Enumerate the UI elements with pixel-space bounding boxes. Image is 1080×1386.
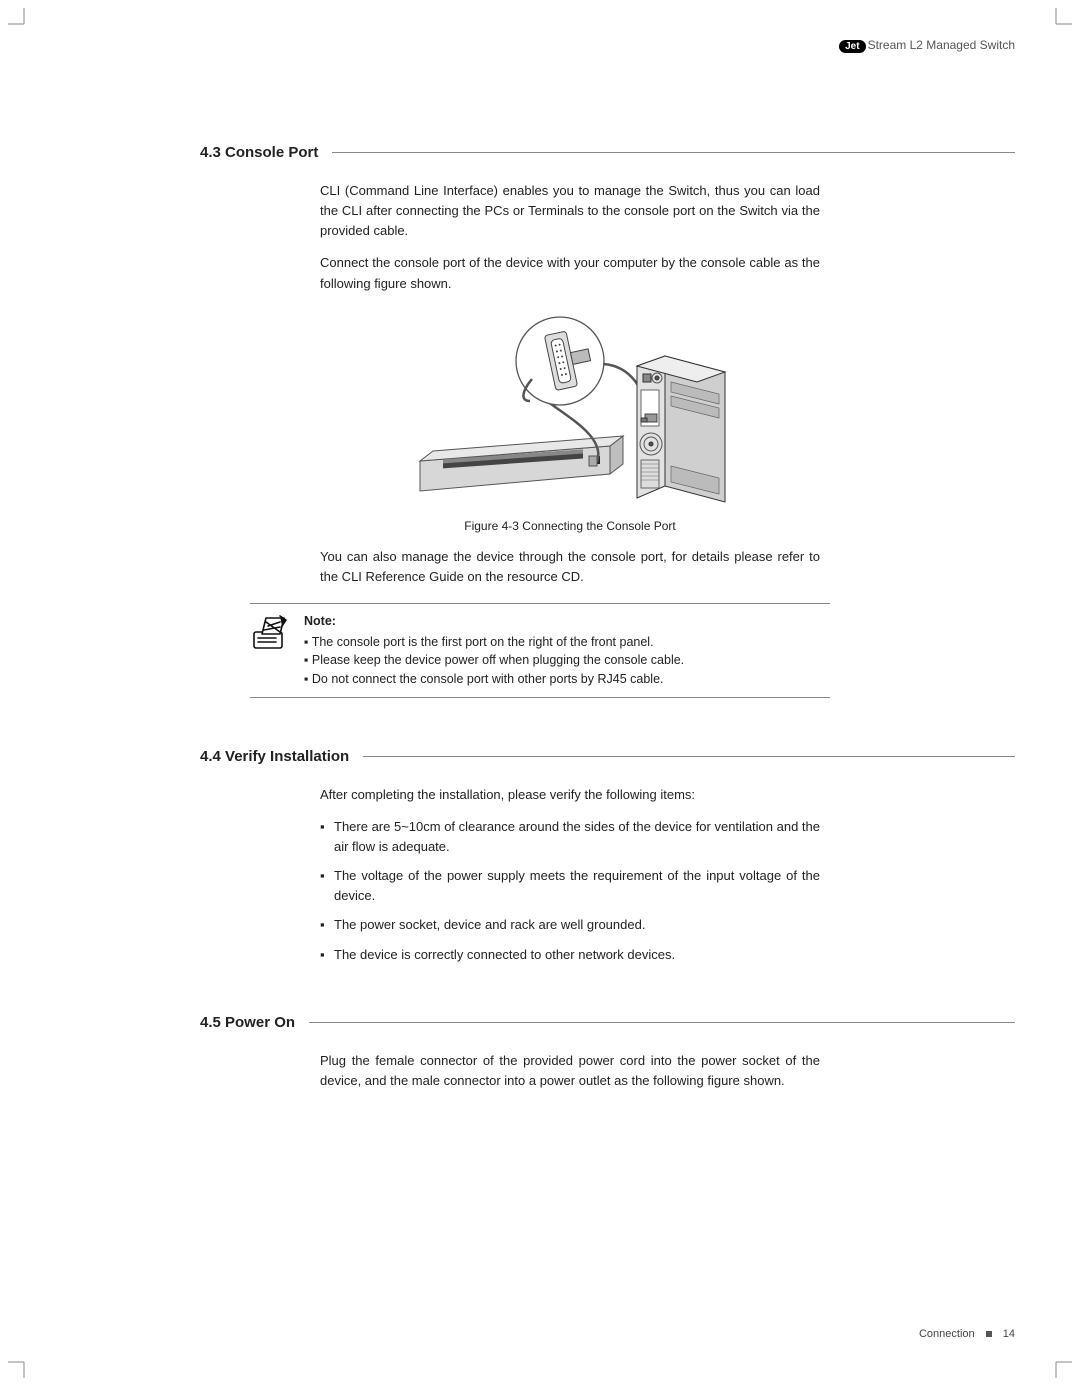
footer-section: Connection [919,1328,975,1340]
heading-rule [332,152,1015,153]
paragraph: CLI (Command Line Interface) enables you… [320,181,820,241]
crop-mark-icon [1048,1354,1072,1378]
note-item: ▪ Do not connect the console port with o… [304,670,684,689]
page-footer: Connection 14 [919,1328,1015,1340]
figure-console-port: Figure 4-3 Connecting the Console Port [320,306,820,533]
paragraph: After completing the installation, pleas… [320,785,820,805]
section-title: 4.5 Power On [200,1014,309,1031]
section-heading-console-port: 4.3 Console Port [200,144,1015,161]
footer-separator-icon [986,1331,992,1337]
note-icon [250,612,292,689]
footer-page-number: 14 [1003,1328,1015,1340]
section-body-console-port: CLI (Command Line Interface) enables you… [320,181,820,294]
list-item: ▪The voltage of the power supply meets t… [320,866,820,905]
section-body-power-on: Plug the female connector of the provide… [320,1051,820,1091]
section-title: 4.4 Verify Installation [200,748,363,765]
section-heading-verify: 4.4 Verify Installation [200,748,1015,765]
crop-mark-icon [8,8,32,32]
paragraph: Plug the female connector of the provide… [320,1051,820,1091]
section-body-console-port-2: You can also manage the device through t… [320,547,820,587]
header-brand: JetStream L2 Managed Switch [839,38,1015,53]
figure-caption: Figure 4-3 Connecting the Console Port [320,519,820,533]
brand-logo-icon: Jet [839,40,865,53]
section-body-verify: After completing the installation, pleas… [320,785,820,805]
paragraph: You can also manage the device through t… [320,547,820,587]
paragraph: Connect the console port of the device w… [320,253,820,293]
heading-rule [309,1022,1015,1023]
note-box: Note: ▪ The console port is the first po… [250,603,830,698]
brand-product: L2 Managed Switch [906,38,1015,52]
heading-rule [363,756,1015,757]
crop-mark-icon [8,1354,32,1378]
note-title: Note: [304,612,684,631]
list-item: ▪There are 5~10cm of clearance around th… [320,817,820,856]
console-port-diagram-icon [405,306,735,506]
list-item: ▪The power socket, device and rack are w… [320,915,820,935]
section-heading-power-on: 4.5 Power On [200,1014,1015,1031]
verify-list: ▪There are 5~10cm of clearance around th… [320,817,820,964]
note-item: ▪ The console port is the first port on … [304,633,684,652]
crop-mark-icon [1048,8,1072,32]
list-item: ▪The device is correctly connected to ot… [320,945,820,965]
note-item: ▪ Please keep the device power off when … [304,651,684,670]
brand-name: Stream [868,38,907,52]
section-title: 4.3 Console Port [200,144,332,161]
